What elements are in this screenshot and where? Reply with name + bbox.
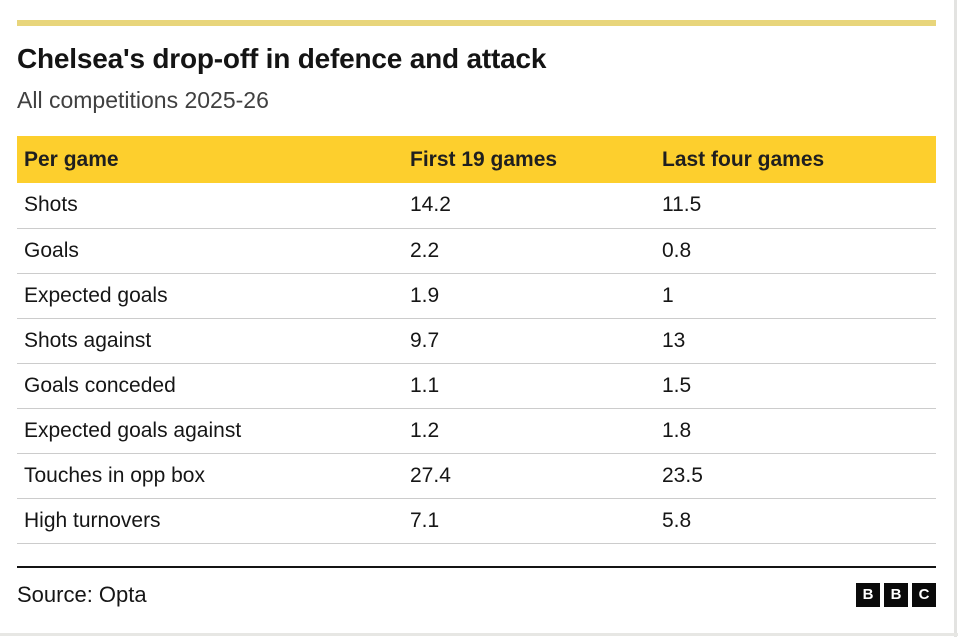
- metric-cell: Expected goals: [24, 283, 168, 307]
- page-title: Chelsea's drop-off in defence and attack: [17, 43, 547, 74]
- table-row: Goals 2.2 0.8: [17, 228, 936, 273]
- value-cell-last4: 5.8: [662, 508, 692, 532]
- footer: Source: Opta B B C: [17, 582, 936, 608]
- table-row: Shots against 9.7 13: [17, 318, 936, 363]
- canvas-right-edge: [954, 0, 957, 637]
- bbc-logo: B B C: [856, 582, 936, 607]
- value-cell-first19: 1.1: [410, 373, 440, 397]
- metric-cell: Goals conceded: [24, 373, 176, 397]
- table-row: Expected goals 1.9 1: [17, 273, 936, 318]
- metric-cell: Shots: [24, 193, 78, 217]
- column-header-last-four-games: Last four games: [662, 147, 825, 171]
- table-row: Touches in opp box 27.4 23.5: [17, 453, 936, 498]
- table-row: Expected goals against 1.2 1.8: [17, 408, 936, 453]
- page-subtitle: All competitions 2025-26: [17, 87, 269, 113]
- value-cell-first19: 2.2: [410, 238, 440, 262]
- metric-cell: Goals: [24, 238, 79, 262]
- table-row: High turnovers 7.1 5.8: [17, 498, 936, 543]
- value-cell-last4: 13: [662, 328, 686, 352]
- metric-cell: Touches in opp box: [24, 463, 205, 487]
- value-cell-first19: 27.4: [410, 463, 451, 487]
- value-cell-last4: 1.5: [662, 373, 692, 397]
- column-header-first-19-games: First 19 games: [410, 147, 558, 171]
- stats-table: Per game First 19 games Last four games …: [17, 136, 936, 544]
- table-row: Shots 14.2 11.5: [17, 183, 936, 228]
- metric-cell: Shots against: [24, 328, 152, 352]
- value-cell-first19: 1.9: [410, 283, 440, 307]
- value-cell-last4: 11.5: [662, 193, 702, 217]
- source-label: Source: Opta: [17, 581, 147, 607]
- bbc-logo-block-b2: B: [884, 582, 908, 607]
- table-header-row: Per game First 19 games Last four games: [17, 136, 936, 183]
- value-cell-last4: 0.8: [662, 238, 692, 262]
- value-cell-last4: 1: [662, 283, 674, 307]
- footer-divider: [17, 565, 936, 568]
- table-row: Goals conceded 1.1 1.5: [17, 363, 936, 408]
- value-cell-first19: 7.1: [410, 508, 440, 532]
- top-accent-rule: [17, 20, 936, 26]
- metric-cell: High turnovers: [24, 508, 161, 532]
- value-cell-first19: 1.2: [410, 418, 440, 442]
- bbc-logo-block-b1: B: [856, 582, 880, 607]
- value-cell-first19: 14.2: [410, 193, 451, 217]
- bbc-logo-block-c: C: [912, 582, 936, 607]
- value-cell-first19: 9.7: [410, 328, 440, 352]
- value-cell-last4: 23.5: [662, 463, 703, 487]
- metric-cell: Expected goals against: [24, 418, 242, 442]
- chart-content: Chelsea's drop-off in defence and attack…: [17, 0, 936, 608]
- column-header-per-game: Per game: [24, 147, 119, 171]
- value-cell-last4: 1.8: [662, 418, 692, 442]
- canvas-bottom-edge: [0, 633, 958, 636]
